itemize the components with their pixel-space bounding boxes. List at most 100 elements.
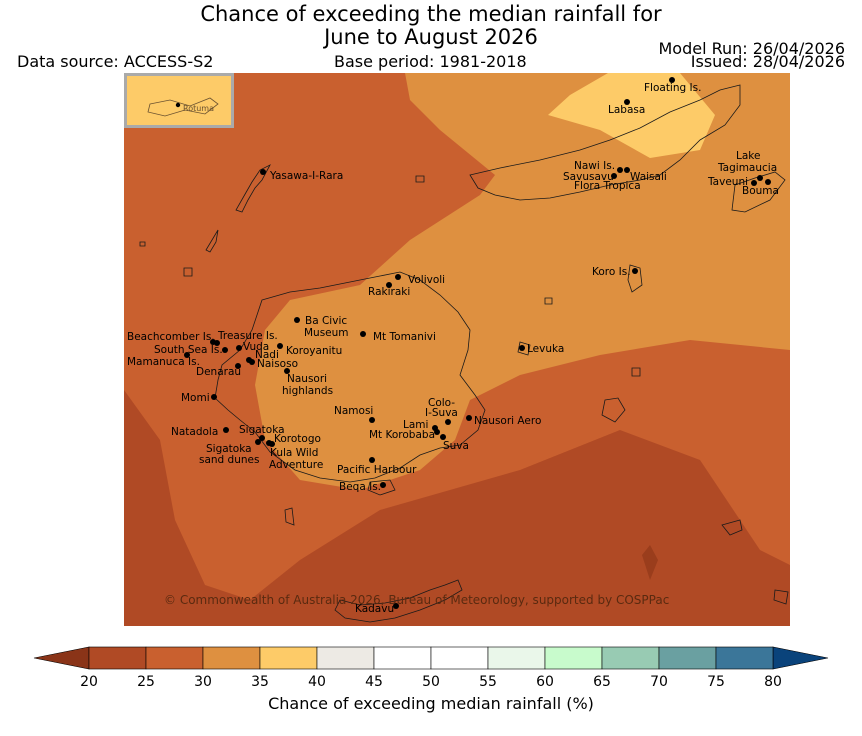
label-colo: Colo-: [428, 397, 455, 409]
marker-nawi-is: [617, 167, 623, 173]
label-labasa: Labasa: [608, 104, 645, 116]
zone-30-35: [255, 73, 790, 490]
label-momi: Momi: [181, 392, 210, 404]
base-period-label: Base period: 1981-2018: [334, 52, 527, 71]
label-flora-tropica: Flora Tropica: [574, 180, 641, 192]
marker-labasa: [624, 99, 630, 105]
label-treasure: Treasure Is.: [217, 330, 278, 342]
label-levuka: Levuka: [527, 343, 564, 355]
label-nadi: Nadi: [255, 349, 279, 361]
colorbar-segment: [544, 646, 603, 670]
marker-mamanuca: [184, 352, 190, 358]
probability-fill: [124, 73, 790, 626]
marker-koroyanitu: [277, 343, 283, 349]
label-rakiraki: Rakiraki: [368, 286, 410, 298]
marker-colo-i-suva: [445, 419, 451, 425]
label-taveuni: Taveuni: [707, 176, 748, 188]
rotuma-inset: Rotuma: [124, 73, 234, 128]
label-waisali: Waisali: [630, 171, 667, 183]
colorbar-segment: [658, 646, 717, 670]
label-bouma: Bouma: [742, 185, 779, 197]
colorbar-segment: [373, 646, 432, 670]
label-i-suva: I-Suva: [425, 407, 458, 419]
marker-nausori-highlands: [284, 368, 290, 374]
colorbar: 20 25 30 35 40 45 50 55 60 65 70 75 80: [33, 646, 829, 690]
marker-namosi: [369, 417, 375, 423]
label-natadola: Natadola: [171, 426, 218, 438]
yasawa-coast: [235, 164, 271, 213]
vanua-levu-coast: [469, 84, 741, 201]
marker-beqa: [380, 482, 386, 488]
label-nausori: Nausori: [287, 373, 327, 385]
label-volivoli: Volivoli: [408, 274, 445, 286]
coastlines: [139, 84, 789, 623]
label-lami: Lami: [403, 419, 428, 431]
marker-denarau: [235, 363, 241, 369]
colorbar-tick-label: 25: [137, 674, 155, 690]
colorbar-segment: [316, 646, 375, 670]
colorbar-tick-label: 75: [707, 674, 725, 690]
marker-suva: [440, 434, 446, 440]
marker-sigatoka-sand-dunes: [255, 439, 261, 445]
label-kadavu: Kadavu: [355, 603, 394, 615]
colorbar-over-arrow: [772, 646, 829, 670]
colorbar-tick-label: 65: [593, 674, 611, 690]
label-savusavu: Savusavu: [563, 171, 614, 183]
label-namosi: Namosi: [334, 405, 373, 417]
marker-bouma: [765, 179, 771, 185]
marker-koro: [632, 268, 638, 274]
label-beqa: Beqa Is.: [339, 481, 381, 493]
rotuma-label: Rotuma: [183, 104, 214, 113]
colorbar-tick-label: 30: [194, 674, 212, 690]
marker-mt-korobaba: [434, 429, 440, 435]
colorbar-tick-label: 60: [536, 674, 554, 690]
label-sigatoka-2: Sigatoka: [206, 443, 252, 455]
colorbar-segment: [487, 646, 546, 670]
marker-volivoli: [395, 274, 401, 280]
label-tomanivi: Mt Tomanivi: [373, 331, 436, 343]
label-vuda: Vuda: [243, 341, 269, 353]
colorbar-tick-label: 40: [308, 674, 326, 690]
label-ba-civic: Ba Civic: [305, 315, 347, 327]
marker-nausori-aero: [466, 415, 472, 421]
marker-naisoso: [249, 359, 255, 365]
marker-sigatoka: [259, 435, 265, 441]
marker-ba: [294, 317, 300, 323]
label-koro: Koro Is.: [592, 266, 631, 278]
marker-tomanivi: [360, 331, 366, 337]
rotuma-marker: [175, 102, 181, 108]
label-adventure: Adventure: [269, 459, 323, 471]
label-beachcomber: Beachcomber Is.: [127, 331, 215, 343]
colorbar-under-arrow: [33, 646, 90, 670]
model-run-label: Model Run: 26/04/2026: [658, 39, 846, 58]
marker-pacific-harbour: [369, 457, 375, 463]
issued-label: Issued: 28/04/2026: [690, 52, 845, 71]
zone-35-40: [548, 73, 715, 158]
colorbar-segment: [430, 646, 489, 670]
place-markers: [184, 77, 771, 609]
map-title-line1: Chance of exceeding the median rainfall …: [200, 2, 662, 26]
marker-lake-tagimaucia: [757, 175, 763, 181]
zone-20-25-south: [124, 390, 790, 626]
marker-vuda: [236, 345, 242, 351]
marker-treasure: [214, 340, 220, 346]
colorbar-tick-label: 45: [365, 674, 383, 690]
marker-waisali: [624, 167, 630, 173]
colorbar-tick-label: 35: [251, 674, 269, 690]
place-labels: Floating Is. Labasa Nawi Is. Savusavu Wa…: [127, 82, 779, 615]
label-koroyanitu: Koroyanitu: [286, 345, 342, 357]
label-museum: Museum: [304, 327, 349, 339]
label-denarau: Denarau: [196, 366, 241, 378]
label-mt-korobaba: Mt Korobaba: [369, 429, 435, 441]
marker-natadola: [223, 427, 229, 433]
marker-kadavu: [393, 603, 399, 609]
label-suva: Suva: [443, 440, 469, 452]
label-lake: Lake: [736, 150, 760, 162]
marker-south-sea: [222, 347, 228, 353]
ovalau-coast: [517, 341, 531, 356]
label-mamanuca: Mamanuca Is.: [127, 356, 200, 368]
marker-kula-wild: [269, 441, 275, 447]
colorbar-segment: [88, 646, 147, 670]
label-south-sea: South Sea Is.: [154, 344, 223, 356]
